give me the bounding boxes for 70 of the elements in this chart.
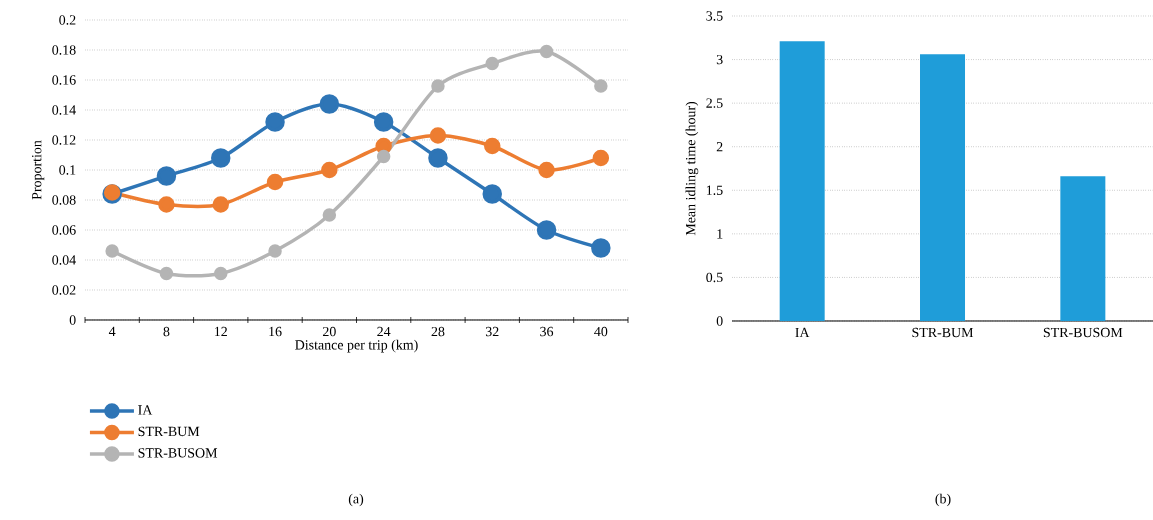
legend-label: STR-BUM	[138, 426, 200, 437]
bar	[1060, 176, 1106, 321]
y-tick-label: 3.5	[706, 11, 723, 21]
point	[321, 161, 338, 179]
point	[265, 112, 285, 132]
point	[319, 94, 340, 114]
point	[485, 56, 499, 71]
x-tick-label: 20	[322, 326, 336, 337]
x-axis-title: Distance per trip (km)	[295, 339, 418, 353]
y-tick-label: 1	[717, 229, 723, 239]
point	[212, 196, 229, 213]
legend-label: IA	[138, 405, 153, 415]
y-tick-label: 0.5	[706, 272, 723, 283]
point	[214, 266, 228, 281]
x-tick-label: 36	[540, 326, 554, 337]
y-axis-title: Mean idling time (hour)	[685, 101, 699, 236]
bar	[920, 54, 966, 321]
point	[592, 149, 610, 167]
legend-label: STR-BUSOM	[138, 448, 218, 458]
bar	[779, 41, 825, 321]
x-tick-label: IA	[795, 327, 810, 338]
y-tick-label: 0.08	[52, 195, 76, 205]
x-tick-label: 8	[163, 326, 170, 337]
text: (b)	[935, 493, 951, 507]
x-tick-label: 4	[108, 326, 116, 337]
point	[373, 112, 394, 132]
y-tick-label: 0	[69, 315, 76, 325]
x-tick-label: 12	[214, 326, 227, 337]
text: (a)	[348, 493, 364, 507]
y-tick-label: 0.18	[52, 45, 76, 55]
x-tick-label: 16	[269, 326, 282, 337]
y-tick-label: 0.06	[52, 225, 76, 235]
point	[105, 244, 119, 258]
x-tick-label: STR-BUM	[912, 327, 974, 338]
y-tick-label: 0.04	[52, 255, 76, 265]
point	[591, 238, 611, 258]
x-tick-label: 24	[377, 326, 391, 337]
y-axis-title: Proportion	[32, 140, 45, 200]
y-tick-label: 0.12	[52, 135, 76, 145]
x-tick-label: 28	[431, 326, 445, 337]
y-tick-label: 0.16	[52, 75, 76, 85]
point	[429, 127, 447, 144]
point	[431, 79, 445, 93]
point	[266, 173, 284, 191]
y-tick-label: 1.5	[706, 185, 723, 195]
x-tick-label: 40	[594, 326, 608, 337]
point	[158, 196, 175, 213]
y-tick-label: 0.14	[52, 105, 76, 115]
point	[484, 137, 501, 155]
y-tick-label: 0.1	[59, 165, 76, 175]
point	[539, 44, 554, 59]
point	[211, 148, 231, 168]
point	[538, 161, 555, 179]
point	[322, 208, 337, 222]
y-tick-label: 2.5	[706, 98, 723, 108]
y-tick-label: 3	[716, 54, 723, 65]
point	[428, 148, 448, 168]
y-tick-label: 0.2	[59, 15, 76, 25]
x-tick-label: 32	[485, 326, 499, 337]
point	[156, 166, 177, 186]
y-tick-label: 0.02	[52, 285, 76, 295]
point	[268, 244, 282, 258]
point	[594, 79, 608, 93]
y-tick-label: 0	[716, 316, 723, 326]
y-tick-label: 2	[716, 142, 723, 152]
point	[159, 266, 174, 281]
point	[536, 220, 557, 240]
point	[376, 149, 391, 164]
x-tick-label: STR-BUSOM	[1043, 327, 1123, 338]
point	[482, 184, 502, 204]
